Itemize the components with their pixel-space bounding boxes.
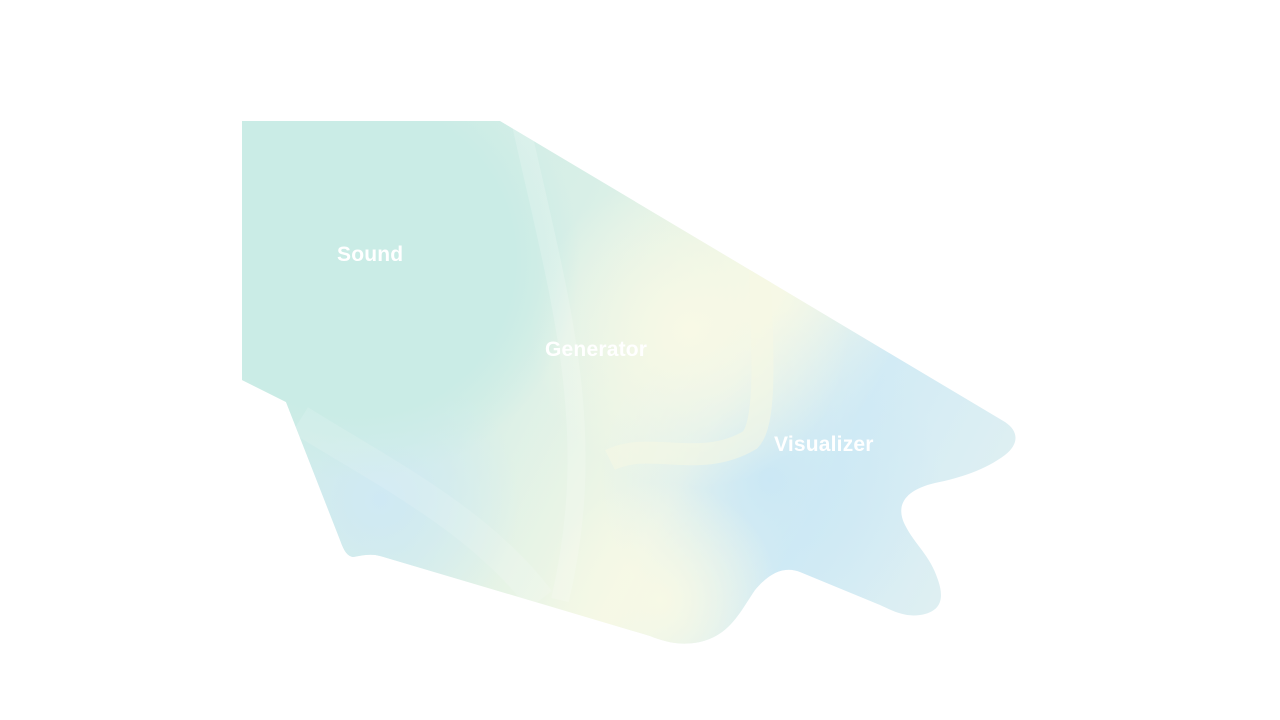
hero-word-generator: Generator — [545, 338, 648, 361]
hero-word-sound: Sound — [337, 243, 404, 266]
hero-word-visualizer: Visualizer — [774, 433, 874, 456]
